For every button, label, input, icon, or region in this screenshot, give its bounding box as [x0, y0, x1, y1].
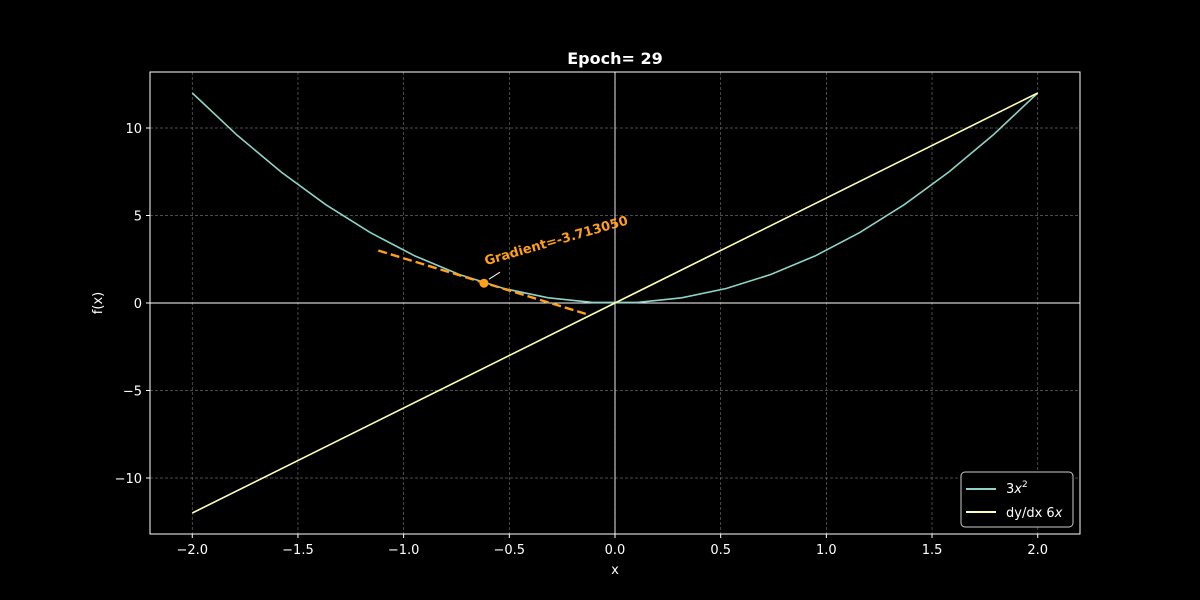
tick-layer: −2.0 −1.5 −1.0 −0.5 0.0 0.5 1.0 1.5 2.0 −10 −5 0 5 10 — [115, 122, 1049, 558]
chart-title: Epoch= 29 — [567, 49, 663, 68]
series-layer — [191, 92, 1039, 514]
x-tick-label: −1.5 — [282, 543, 314, 558]
legend-label-curve-exponent: 2 — [1022, 480, 1028, 490]
legend-label-curve-main: 3 — [1006, 482, 1014, 497]
legend-label-derivative-main: dy/dx 6 — [1006, 506, 1055, 521]
x-tick-label: −2.0 — [176, 543, 208, 558]
gradient-point — [479, 278, 489, 288]
x-tick-label: 0.0 — [605, 543, 626, 558]
y-tick-label: 0 — [134, 297, 142, 312]
legend-label-derivative: dy/dx 6x — [1006, 506, 1063, 521]
x-tick-label: 0.5 — [710, 543, 731, 558]
x-axis-label: x — [611, 563, 619, 578]
y-axis-label: f(x) — [91, 292, 106, 314]
x-tick-label: 1.0 — [816, 543, 837, 558]
y-tick-label: −5 — [123, 385, 142, 400]
legend-box — [960, 471, 1074, 528]
y-tick-label: −10 — [115, 472, 142, 487]
legend: 3x2 dy/dx 6x — [960, 471, 1074, 528]
legend-label-curve: 3x2 — [1006, 480, 1028, 497]
legend-label-derivative-var: x — [1054, 506, 1063, 521]
y-tick-label: 10 — [125, 122, 142, 137]
annotation-arrow — [488, 271, 501, 280]
x-tick-label: −0.5 — [494, 543, 526, 558]
legend-label-curve-var: x — [1013, 482, 1022, 497]
x-tick-label: −1.0 — [388, 543, 420, 558]
y-tick-label: 5 — [134, 210, 142, 225]
x-tick-label: 2.0 — [1027, 543, 1048, 558]
derivative-line — [191, 92, 1039, 514]
x-tick-label: 1.5 — [922, 543, 943, 558]
